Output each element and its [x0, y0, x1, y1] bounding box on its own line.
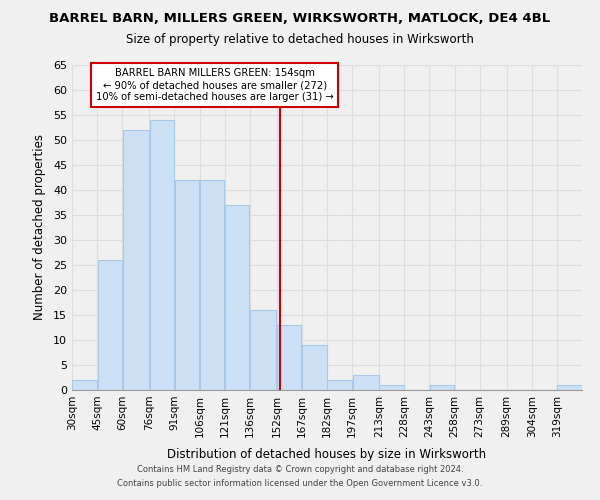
- Y-axis label: Number of detached properties: Number of detached properties: [33, 134, 46, 320]
- Bar: [250, 310, 276, 390]
- Bar: [123, 130, 149, 390]
- Text: BARREL BARN MILLERS GREEN: 154sqm
← 90% of detached houses are smaller (272)
10%: BARREL BARN MILLERS GREEN: 154sqm ← 90% …: [96, 68, 334, 102]
- Text: BARREL BARN, MILLERS GREEN, WIRKSWORTH, MATLOCK, DE4 4BL: BARREL BARN, MILLERS GREEN, WIRKSWORTH, …: [49, 12, 551, 26]
- Bar: [175, 180, 199, 390]
- Bar: [98, 260, 122, 390]
- Bar: [73, 380, 97, 390]
- Bar: [328, 380, 352, 390]
- Bar: [557, 385, 581, 390]
- Bar: [302, 345, 326, 390]
- Bar: [430, 385, 454, 390]
- Bar: [200, 180, 224, 390]
- Bar: [225, 205, 250, 390]
- Bar: [149, 120, 174, 390]
- Bar: [277, 325, 301, 390]
- Text: Contains HM Land Registry data © Crown copyright and database right 2024.
Contai: Contains HM Land Registry data © Crown c…: [118, 466, 482, 487]
- Bar: [353, 375, 379, 390]
- X-axis label: Distribution of detached houses by size in Wirksworth: Distribution of detached houses by size …: [167, 448, 487, 461]
- Text: Size of property relative to detached houses in Wirksworth: Size of property relative to detached ho…: [126, 32, 474, 46]
- Bar: [379, 385, 404, 390]
